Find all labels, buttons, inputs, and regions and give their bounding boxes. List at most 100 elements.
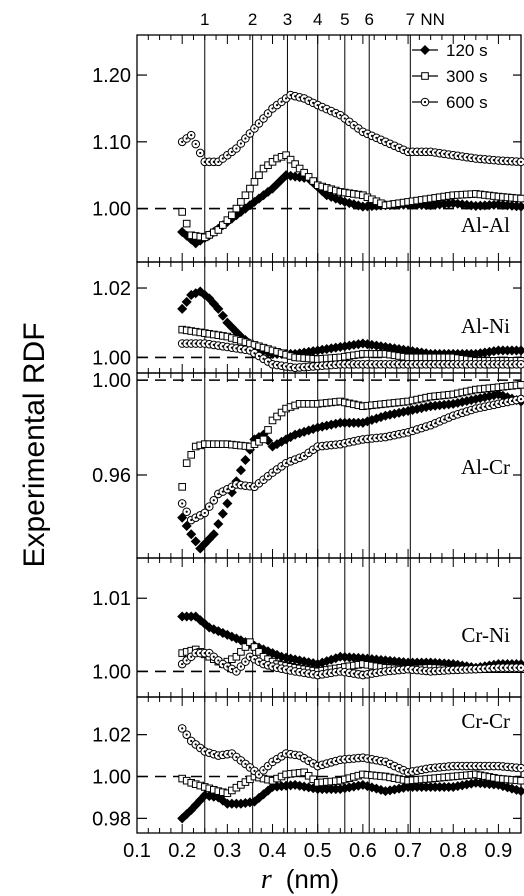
marker [232, 144, 241, 153]
marker [177, 512, 188, 523]
marker [178, 483, 186, 491]
marker [213, 303, 224, 314]
panel-label-Al-Ni: Al-Ni [461, 314, 510, 338]
nn-label-3: 3 [283, 10, 292, 29]
marker [255, 171, 263, 180]
x-axis-label: r (nm) [261, 864, 339, 895]
x-tick-label-0: 0.1 [123, 840, 151, 862]
marker [255, 648, 263, 656]
series-Al-Al-300s [178, 151, 524, 242]
marker [300, 168, 308, 177]
marker [291, 160, 299, 168]
marker [246, 184, 254, 193]
marker [178, 208, 186, 216]
y-tick-label-Al-Cr-1: 1.00 [92, 370, 131, 392]
legend: 120 s 300 s 600 s [412, 41, 488, 112]
y-tick-label-Al-Ni-0: 1.00 [92, 347, 131, 369]
x-axis-unit: (nm) [286, 864, 339, 894]
marker [516, 157, 524, 167]
marker [246, 638, 254, 646]
nn-label-6: 6 [364, 10, 373, 29]
marker [516, 394, 524, 404]
marker [250, 178, 259, 186]
marker [286, 155, 295, 164]
series-Cr-Cr-120s [177, 777, 524, 824]
marker [182, 507, 191, 517]
marker [213, 518, 224, 530]
marker [217, 795, 228, 806]
marker [223, 216, 232, 224]
marker [190, 611, 201, 622]
marker [232, 204, 241, 213]
marker [204, 293, 215, 304]
series-Cr-Cr-300s [178, 768, 524, 798]
nn-label-4: 4 [313, 10, 322, 29]
marker [217, 508, 228, 519]
marker [295, 751, 304, 760]
marker [516, 663, 524, 673]
marker [204, 502, 214, 511]
marker [177, 724, 187, 733]
nn-label-1: 1 [200, 10, 209, 29]
marker [177, 303, 188, 314]
x-tick-label-2: 0.3 [213, 840, 241, 862]
marker [515, 345, 524, 356]
text-labels: 1 2 3 4 5 6 7 NN 1.00 1.10 1.20 Al-Al 1.00 1.02 Al-Ni 0… [92, 10, 512, 862]
marker [237, 198, 245, 206]
y-tick-label-Al-Al-2: 1.20 [92, 65, 131, 87]
x-tick-label-8: 0.9 [485, 840, 513, 862]
marker [228, 211, 236, 220]
series-Al-Cr-120s [177, 389, 524, 554]
series-Al-Ni-600s [177, 339, 524, 373]
marker [277, 408, 286, 417]
marker [235, 465, 246, 476]
marker [309, 177, 317, 185]
marker [295, 164, 304, 173]
y-tick-label-Al-Cr-0: 0.96 [92, 465, 131, 487]
y-tick-label-Cr-Cr-2: 1.02 [92, 725, 131, 747]
marker [517, 776, 524, 785]
marker [515, 786, 524, 797]
marker [268, 416, 277, 425]
marker [304, 173, 313, 181]
marker [200, 508, 210, 518]
legend-label-1: 300 s [446, 67, 488, 86]
marker [219, 221, 227, 229]
marker [208, 529, 219, 540]
marker [182, 730, 191, 739]
y-tick-label-Cr-Ni-0: 1.00 [92, 661, 131, 683]
marker [295, 453, 304, 463]
marker [264, 426, 272, 434]
x-tick-label-4: 0.5 [304, 840, 332, 862]
marker [182, 459, 191, 467]
marker [515, 201, 524, 212]
series-Al-Cr-600s [177, 394, 524, 525]
legend-marker-0 [419, 44, 431, 56]
marker [237, 648, 245, 656]
series-Cr-Ni-600s [177, 648, 524, 680]
marker [273, 412, 281, 421]
reference-lines [137, 207, 521, 778]
nn-label-7: 7 [406, 10, 415, 29]
marker [222, 498, 233, 509]
nn-label-5: 5 [340, 10, 349, 29]
marker [217, 310, 228, 321]
marker [187, 451, 196, 459]
marker [214, 226, 223, 234]
marker [209, 495, 219, 505]
y-tick-label-Cr-Cr-0: 0.98 [92, 808, 131, 830]
y-tick-label-Al-Al-0: 1.00 [92, 199, 131, 221]
marker [282, 151, 290, 159]
x-tick-label-6: 0.7 [394, 840, 422, 862]
legend-label-0: 120 s [446, 41, 488, 60]
x-tick-label-1: 0.2 [168, 840, 196, 862]
data-markers [177, 90, 524, 824]
marker [259, 435, 268, 444]
marker [190, 536, 201, 547]
legend-marker-2 [420, 97, 430, 107]
x-tick-label-5: 0.6 [349, 840, 377, 862]
series-Al-Al-600s [177, 90, 524, 167]
nn-label-2: 2 [248, 10, 257, 29]
marker [182, 219, 191, 228]
